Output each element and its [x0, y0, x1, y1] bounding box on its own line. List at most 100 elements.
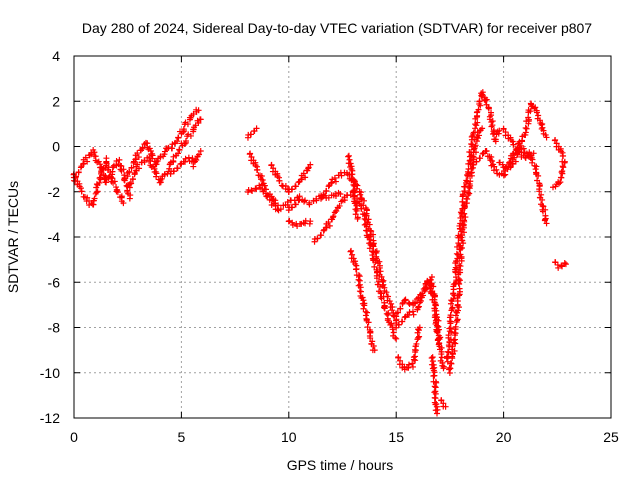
data-point: [509, 138, 516, 145]
grid: [74, 56, 611, 418]
data-point: [376, 264, 383, 271]
data-point: [255, 172, 262, 179]
data-point: [292, 201, 299, 208]
data-point: [415, 303, 422, 310]
data-point: [445, 349, 452, 356]
data-point: [95, 158, 102, 165]
data-point: [181, 140, 188, 147]
data-point: [453, 265, 460, 272]
data-point: [170, 168, 177, 175]
series-track: [438, 397, 449, 410]
data-point: [355, 276, 362, 283]
data-point: [444, 348, 451, 355]
series-track: [395, 324, 423, 373]
data-point: [438, 354, 445, 361]
data-point: [97, 174, 104, 181]
y-tick-label: -4: [48, 229, 61, 245]
data-point: [434, 329, 441, 336]
data-point: [84, 158, 91, 165]
data-point: [540, 203, 547, 210]
data-point: [320, 191, 327, 198]
data-point: [488, 123, 495, 130]
data-point: [139, 145, 146, 152]
data-point: [116, 156, 123, 163]
data-point: [182, 155, 189, 162]
data-point: [461, 183, 468, 190]
data-point: [190, 111, 197, 118]
data-point: [302, 197, 309, 204]
data-point: [252, 185, 259, 192]
data-point: [367, 335, 374, 342]
data-point: [350, 181, 357, 188]
data-point: [77, 185, 84, 192]
data-point: [134, 161, 141, 168]
data-point: [80, 193, 87, 200]
data-point: [365, 233, 372, 240]
series-track: [552, 259, 569, 271]
data-point: [477, 155, 484, 162]
data-point: [453, 258, 460, 265]
data-point: [463, 177, 470, 184]
data-point: [479, 91, 486, 98]
data-point: [475, 135, 482, 142]
y-tick-label: -6: [48, 274, 61, 290]
data-point: [175, 134, 182, 141]
data-point: [371, 347, 378, 354]
data-point: [292, 183, 299, 190]
data-point: [484, 153, 491, 160]
data-point: [535, 172, 542, 179]
data-point: [397, 305, 404, 312]
data-point: [416, 333, 423, 340]
data-point: [409, 308, 416, 315]
data-point: [357, 191, 364, 198]
data-point: [348, 171, 355, 178]
data-point: [347, 248, 354, 255]
data-point: [307, 161, 314, 168]
data-point: [450, 337, 457, 344]
x-tick-label: 25: [603, 429, 619, 445]
data-point: [539, 124, 546, 131]
data-point: [110, 179, 117, 186]
data-point: [449, 305, 456, 312]
data-point: [558, 174, 565, 181]
data-point: [522, 124, 529, 131]
data-point: [558, 262, 565, 269]
data-point: [409, 360, 416, 367]
data-point: [352, 266, 359, 273]
data-point: [447, 360, 454, 367]
data-point: [468, 140, 475, 147]
data-point: [333, 207, 340, 214]
series-track: [470, 100, 550, 179]
data-point: [447, 312, 454, 319]
data-point: [336, 202, 343, 209]
data-point: [96, 175, 103, 182]
y-axis-label: SDTVAR / TECUs: [5, 181, 21, 293]
data-point: [136, 165, 143, 172]
data-point: [338, 172, 345, 179]
data-point: [302, 174, 309, 181]
series-track: [167, 148, 204, 177]
data-point: [326, 222, 333, 229]
data-point: [413, 340, 420, 347]
data-point: [300, 170, 307, 177]
data-point: [358, 205, 365, 212]
data-point: [468, 133, 475, 140]
data-point: [463, 195, 470, 202]
data-point: [289, 221, 296, 228]
data-point: [378, 290, 385, 297]
data-point: [366, 245, 373, 252]
data-point: [561, 260, 568, 267]
data-point: [318, 232, 325, 239]
data-point: [381, 305, 388, 312]
data-point: [512, 158, 519, 165]
data-point: [499, 161, 506, 168]
y-tick-label: -8: [48, 320, 61, 336]
plot-frame: [73, 55, 612, 419]
data-point: [394, 309, 401, 316]
data-point: [390, 329, 397, 336]
data-point: [446, 364, 453, 371]
data-point: [393, 335, 400, 342]
data-point: [559, 263, 566, 270]
data-point: [493, 166, 500, 173]
data-point: [370, 249, 377, 256]
